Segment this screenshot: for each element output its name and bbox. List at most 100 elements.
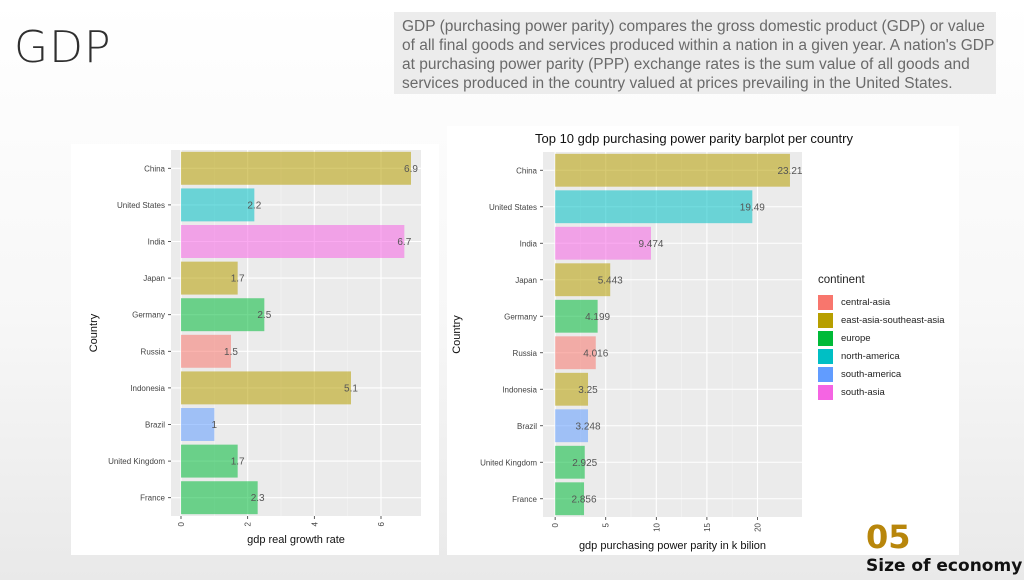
growth-rate-chart-panel: 6.9 China 2.2 United States 6.7 India 1.7 Japan… — [71, 144, 439, 555]
legend-swatch — [818, 366, 833, 382]
x-tick-label: 5 — [602, 522, 611, 527]
legend-label: east-asia-southeast-asia — [841, 314, 945, 326]
bar — [555, 226, 651, 260]
data-label: 1.7 — [231, 274, 245, 285]
y-tick-label: China — [516, 166, 537, 175]
y-axis-label: Country — [451, 315, 463, 354]
bar — [555, 372, 589, 406]
legend-item: central-asia — [818, 293, 945, 311]
y-tick-label: Russia — [513, 349, 538, 358]
slide-description: GDP (purchasing power parity) compares t… — [394, 12, 996, 94]
y-tick-label: Indonesia — [502, 385, 537, 394]
bar — [181, 188, 255, 222]
y-tick-label: Russia — [141, 347, 166, 356]
data-label: 19.49 — [740, 202, 765, 213]
bar — [181, 261, 238, 295]
ppp-chart: Top 10 gdp purchasing power parity barpl… — [451, 131, 853, 552]
data-label: 5.443 — [598, 275, 623, 286]
legend-swatch — [818, 330, 833, 346]
data-label: 1 — [212, 420, 218, 431]
x-tick-label: 20 — [753, 522, 762, 531]
y-tick-label: China — [144, 164, 165, 173]
legend-swatch — [818, 294, 833, 310]
bar — [555, 445, 585, 479]
y-tick-label: United States — [489, 203, 537, 212]
y-tick-label: India — [148, 238, 166, 247]
y-tick-label: Brazil — [145, 421, 165, 430]
bar — [555, 409, 589, 443]
y-tick-label: Germany — [132, 311, 165, 320]
growth-rate-chart: 6.9 China 2.2 United States 6.7 India 1.7 Japan… — [88, 150, 421, 546]
legend-label: central-asia — [841, 296, 891, 308]
data-label: 3.248 — [575, 421, 600, 432]
y-tick-label: France — [512, 495, 537, 504]
y-tick-label: United Kingdom — [480, 458, 537, 467]
legend-item: north-america — [818, 347, 945, 365]
x-tick-label: 10 — [652, 522, 661, 531]
data-label: 4.199 — [585, 312, 610, 323]
legend-swatch — [818, 384, 833, 400]
bar — [181, 444, 238, 478]
x-tick-label: 4 — [310, 521, 319, 526]
legend: continent central-asia east-asia-southeas… — [818, 274, 945, 401]
bar — [181, 334, 231, 368]
x-axis-label: gdp purchasing power parity in k bilion — [579, 540, 766, 552]
bar — [181, 225, 405, 258]
legend-item: europe — [818, 329, 945, 347]
y-tick-label: United Kingdom — [108, 457, 165, 466]
slide-title: GDP — [14, 22, 112, 73]
bar — [181, 298, 265, 332]
y-axis-label: Country — [88, 313, 100, 352]
legend-item: south-asia — [818, 383, 945, 401]
data-label: 3.25 — [578, 385, 598, 396]
section-number: 05 — [866, 518, 911, 556]
data-label: 6.7 — [397, 237, 411, 248]
y-tick-label: Brazil — [517, 422, 537, 431]
data-label: 4.016 — [583, 348, 608, 359]
data-label: 2.2 — [247, 200, 261, 211]
ppp-chart-panel: Top 10 gdp purchasing power parity barpl… — [447, 126, 959, 555]
y-tick-label: Germany — [504, 312, 537, 321]
data-label: 2.5 — [257, 310, 271, 321]
x-axis-label: gdp real growth rate — [247, 534, 345, 546]
y-tick-label: Japan — [515, 276, 537, 285]
data-label: 2.3 — [251, 493, 265, 504]
x-tick-label: 2 — [244, 521, 253, 526]
data-label: 23.21 — [777, 166, 802, 177]
data-label: 1.7 — [231, 457, 245, 468]
y-tick-label: Indonesia — [130, 384, 165, 393]
data-label: 5.1 — [344, 383, 358, 394]
bar — [555, 482, 585, 516]
bar — [555, 153, 790, 187]
x-tick-label: 6 — [377, 521, 386, 526]
y-tick-label: United States — [117, 201, 165, 210]
data-label: 6.9 — [404, 164, 418, 175]
legend-label: north-america — [841, 350, 900, 362]
y-tick-label: Japan — [143, 274, 165, 283]
bar — [555, 336, 596, 370]
chart-title: Top 10 gdp purchasing power parity barpl… — [535, 131, 853, 146]
legend-label: south-asia — [841, 386, 885, 398]
legend-swatch — [818, 348, 833, 364]
legend-title: continent — [818, 274, 865, 286]
bar — [181, 151, 411, 185]
bar — [181, 408, 215, 441]
legend-label: europe — [841, 332, 871, 344]
data-label: 1.5 — [224, 347, 238, 358]
data-label: 2.925 — [572, 458, 597, 469]
x-tick-label: 15 — [703, 522, 712, 531]
bar — [555, 263, 611, 297]
legend-items: central-asia east-asia-southeast-asia euro… — [818, 293, 945, 401]
bar — [181, 481, 258, 515]
legend-label: south-america — [841, 368, 902, 380]
legend-swatch — [818, 312, 833, 328]
data-label: 2.856 — [572, 494, 597, 505]
section-title: Size of economy — [866, 556, 1023, 576]
legend-item: east-asia-southeast-asia — [818, 311, 945, 329]
bar — [555, 299, 598, 333]
data-label: 9.474 — [638, 239, 663, 250]
y-tick-label: France — [140, 494, 165, 503]
legend-item: south-america — [818, 365, 945, 383]
x-tick-label: 0 — [551, 522, 560, 527]
x-tick-label: 0 — [177, 521, 186, 526]
